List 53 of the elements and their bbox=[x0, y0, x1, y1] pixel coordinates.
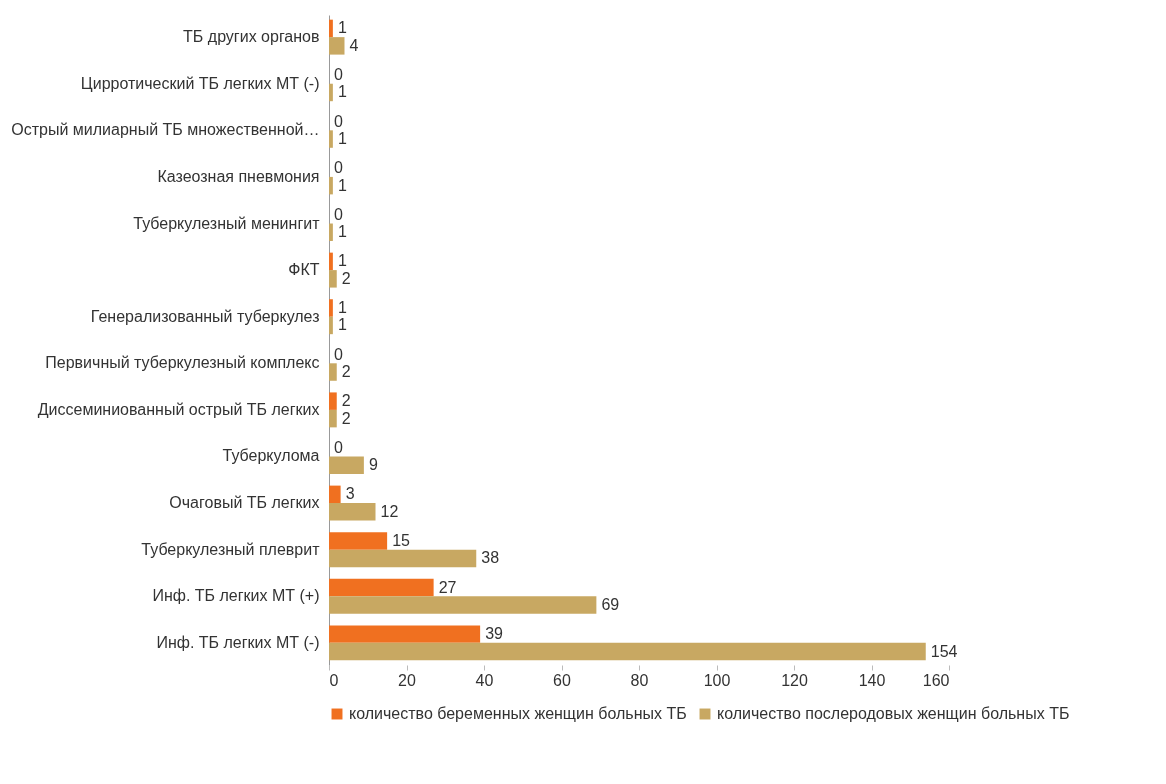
data-label: 1 bbox=[337, 83, 347, 101]
data-label: 2 bbox=[341, 392, 351, 410]
y-tick-label: Очаговый ТБ легких bbox=[169, 494, 320, 512]
x-tick-label: 120 bbox=[781, 671, 808, 689]
y-tick-label: ТБ других органов bbox=[183, 28, 320, 46]
x-tick-label: 80 bbox=[630, 671, 649, 689]
data-label: 0 bbox=[334, 112, 343, 130]
data-label: 27 bbox=[438, 578, 457, 596]
y-tick-label: ФКТ bbox=[288, 261, 320, 279]
y-tick-label: Инф. ТБ легких МТ (+) bbox=[152, 587, 320, 605]
x-tick-label: 160 bbox=[922, 671, 950, 689]
data-label: 3 bbox=[345, 485, 355, 503]
data-label: 1 bbox=[337, 252, 347, 270]
data-label: 1 bbox=[337, 176, 347, 194]
y-tick-label: Диссеминиованный острый ТБ легких bbox=[37, 400, 320, 418]
data-label: 15 bbox=[392, 531, 411, 549]
y-tick-label: Инф. ТБ легких МТ (-) bbox=[156, 633, 320, 651]
data-label: 1 bbox=[337, 298, 347, 316]
y-tick-label: Казеозная пневмония bbox=[157, 167, 320, 185]
x-tick-label: 0 bbox=[329, 671, 339, 689]
x-tick-label: 40 bbox=[475, 671, 494, 689]
y-tick-label: Генерализованный туберкулез bbox=[90, 307, 320, 325]
legend-label: количество послеродовых женщин больных ТБ bbox=[717, 705, 1070, 722]
data-label: 12 bbox=[380, 502, 399, 520]
data-label: 69 bbox=[601, 596, 620, 614]
data-label: 0 bbox=[334, 159, 343, 177]
y-tick-label: Цирротический ТБ легких МТ (-) bbox=[80, 74, 320, 92]
y-tick-label: Туберкулома bbox=[222, 447, 320, 465]
y-tick-label: Туберкулезный плеврит bbox=[141, 540, 321, 558]
data-label: 2 bbox=[341, 363, 351, 381]
data-label: 1 bbox=[337, 223, 347, 241]
x-tick-label: 100 bbox=[703, 671, 731, 689]
data-label: 154 bbox=[930, 642, 958, 660]
y-tick-label: Первичный туберкулезный комплекс bbox=[45, 354, 320, 372]
data-label: 9 bbox=[368, 456, 378, 474]
data-label: 2 bbox=[341, 409, 351, 427]
data-label: 0 bbox=[334, 345, 343, 363]
data-label: 1 bbox=[337, 130, 347, 148]
data-label: 1 bbox=[337, 316, 347, 334]
y-tick-label: Туберкулезный менингит bbox=[133, 214, 321, 232]
x-tick-label: 140 bbox=[858, 671, 886, 689]
legend-label: количество беременных женщин больных ТБ bbox=[349, 705, 687, 722]
data-label: 1 bbox=[337, 19, 347, 37]
y-tick-label: Острый милиарный ТБ множественной… bbox=[11, 121, 320, 139]
data-label: 0 bbox=[334, 438, 343, 456]
x-tick-label: 60 bbox=[553, 671, 571, 689]
data-label: 4 bbox=[349, 36, 359, 54]
x-tick-label: 20 bbox=[398, 671, 416, 689]
data-label: 39 bbox=[485, 625, 504, 643]
data-label: 0 bbox=[334, 205, 343, 223]
data-label: 2 bbox=[341, 269, 351, 287]
data-label: 38 bbox=[481, 549, 500, 567]
data-label: 0 bbox=[334, 65, 343, 83]
